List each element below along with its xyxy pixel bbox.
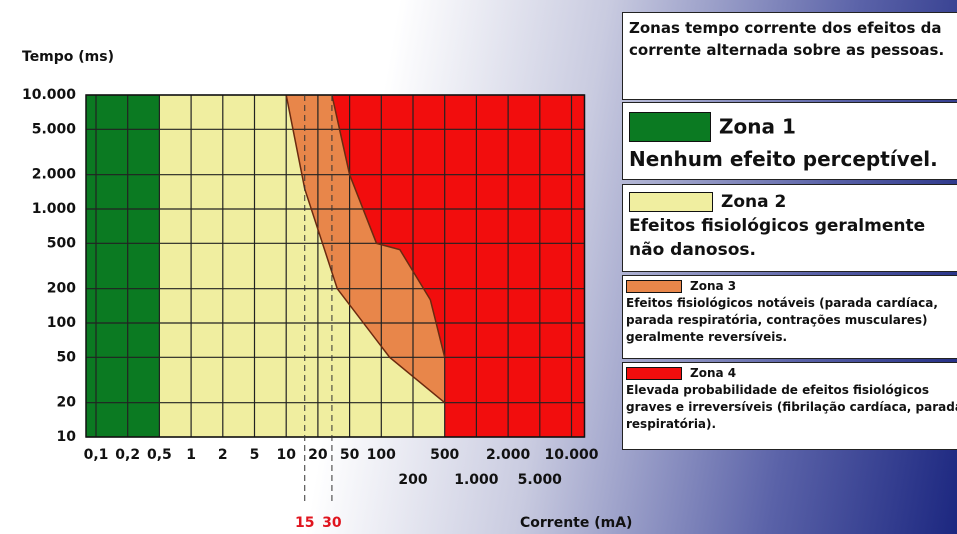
y-tick-label: 1.000 [32,201,77,217]
plot-frame [85,94,586,438]
x-tick-label: 1.000 [454,472,499,488]
curve-b [285,94,446,404]
zone-4 [331,95,585,437]
zone-1-swatch [629,111,711,142]
x-tick-label: 10 [276,447,296,463]
x-tick-label: 2.000 [486,447,531,463]
x-tick-label: 2 [218,447,228,463]
x-tick-label: 5 [250,447,260,463]
zone-1-name: Zona 1 [719,114,796,139]
zone-1-description: Nenhum efeito perceptível. [629,146,938,171]
x-axis-label: Corrente (mA) [520,515,632,531]
zone-4-name: Zona 4 [690,366,737,380]
x-tick-label: 500 [430,447,459,463]
y-tick-label: 10 [57,429,77,445]
zone-1 [86,95,160,437]
x-tick-label: 0,5 [147,447,172,463]
zone-2-description: Efeitos fisiológicos geralmente não dano… [629,216,926,260]
zone-2-swatch [629,192,713,212]
x-tick-label: 200 [398,472,427,488]
x-tick-label: 50 [340,447,360,463]
x-tick-label: 20 [308,447,328,463]
x-tick-label: 1 [186,447,196,463]
y-tick-label: 10.000 [22,87,76,103]
y-tick-label: 500 [47,235,76,251]
x-tick-label: 10.000 [544,447,598,463]
legend-zone-2: Zona 2 Efeitos fisiológicos geralmente n… [622,184,957,272]
legend-zone-3: Zona 3 Efeitos fisiológicos notáveis (pa… [622,275,957,359]
zone-3-swatch [626,280,682,293]
zone-2-name: Zona 2 [721,192,787,212]
x-tick-label: 5.000 [518,472,563,488]
marker-label: 15 [295,515,314,531]
x-tick-label: 0,1 [84,447,109,463]
y-tick-label: 100 [47,315,76,331]
zone-3-description: Efeitos fisiológicos notáveis (parada ca… [626,296,938,344]
zone-4-swatch [626,367,682,380]
y-tick-label: 5.000 [32,121,77,137]
zone-3 [286,95,445,403]
zone-3-name: Zona 3 [690,279,737,293]
legend-zone-4: Zona 4 Elevada probabilidade de efeitos … [622,362,957,450]
y-axis-label: Tempo (ms) [22,49,114,65]
x-tick-label: 100 [367,447,396,463]
legend-title: Zonas tempo corrente dos efeitos da corr… [622,12,957,100]
y-tick-label: 20 [57,395,77,411]
curve-c [331,94,446,358]
legend-zone-1: Zona 1 Nenhum efeito perceptível. [622,102,957,180]
zone-4-description: Elevada probabilidade de efeitos fisioló… [626,383,957,431]
y-tick-label: 50 [57,349,77,365]
y-tick-label: 200 [47,281,76,297]
y-tick-label: 2.000 [32,167,77,183]
marker-label: 30 [322,515,342,531]
x-tick-label: 0,2 [115,447,140,463]
